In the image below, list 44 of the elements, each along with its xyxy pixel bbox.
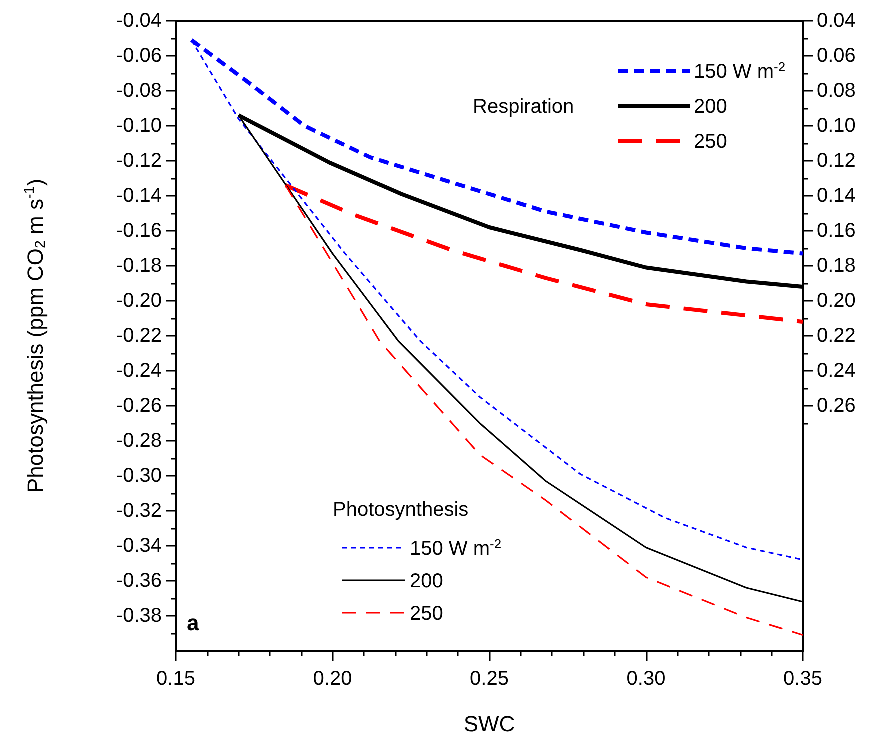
y2-tick-label: 0.26 <box>817 395 856 417</box>
x-tick-label: 0.35 <box>784 668 822 690</box>
y-tick-label: -0.22 <box>116 325 162 347</box>
y-tick-label: -0.26 <box>116 395 162 417</box>
y2-tick-label: 0.12 <box>817 150 856 172</box>
y-tick-label: -0.08 <box>116 80 162 102</box>
legend-label: 250 <box>410 603 444 625</box>
y-tick-label: -0.10 <box>116 115 162 137</box>
y-tick-label: -0.30 <box>116 465 162 487</box>
y-tick-label: -0.14 <box>116 185 162 207</box>
x-axis-title: SWC <box>464 712 516 736</box>
legend-label: 200 <box>694 96 728 118</box>
y-tick-label: -0.16 <box>116 220 162 242</box>
y2-tick-label: 0.18 <box>817 255 856 277</box>
annotation: Photosynthesis <box>333 499 469 521</box>
y2-tick-label: 0.24 <box>817 360 856 382</box>
x-tick-label: 0.30 <box>626 668 666 690</box>
y-tick-label: -0.24 <box>116 360 162 382</box>
y-tick-label: -0.20 <box>116 290 162 312</box>
y-tick-label: -0.28 <box>116 430 162 452</box>
legend-label: 200 <box>410 570 444 592</box>
y2-tick-label: 0.08 <box>817 80 856 102</box>
annotation: Respiration <box>473 96 574 118</box>
y2-tick-label: 0.22 <box>817 325 856 347</box>
y-tick-label: -0.38 <box>116 605 162 627</box>
legend-label: 250 <box>694 131 728 153</box>
x-tick-label: 0.20 <box>313 668 352 690</box>
annotation: a <box>187 610 200 636</box>
x-tick-label: 0.15 <box>156 668 196 690</box>
y-tick-label: -0.18 <box>116 255 162 277</box>
y2-tick-label: 0.10 <box>817 115 856 137</box>
y2-tick-label: 0.06 <box>817 45 856 67</box>
y-tick-label: -0.36 <box>116 570 162 592</box>
y-tick-label: -0.04 <box>116 10 162 32</box>
y2-tick-label: 0.14 <box>817 185 856 207</box>
y2-tick-label: 0.04 <box>817 10 856 32</box>
y2-tick-label: 0.20 <box>817 290 856 312</box>
y-tick-label: -0.34 <box>116 535 162 557</box>
y-tick-label: -0.32 <box>116 500 162 522</box>
y-tick-label: -0.06 <box>116 45 162 67</box>
y-axis-title: Photosynthesis (ppm CO2 m s-1) <box>22 178 49 494</box>
y-tick-label: -0.12 <box>116 150 162 172</box>
y2-tick-label: 0.16 <box>817 220 856 242</box>
x-tick-label: 0.25 <box>470 668 509 690</box>
